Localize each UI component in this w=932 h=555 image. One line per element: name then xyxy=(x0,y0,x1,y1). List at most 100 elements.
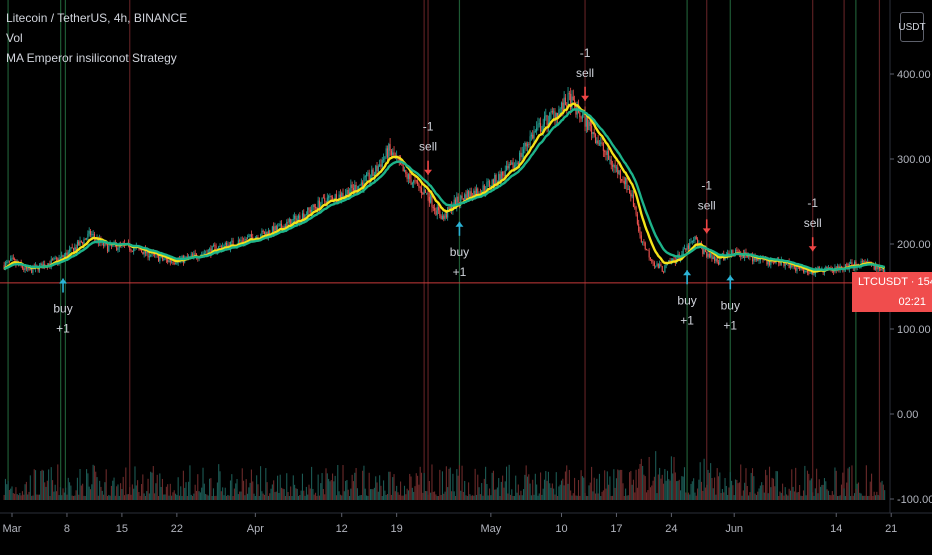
candle-body xyxy=(434,208,436,211)
volume-bar xyxy=(571,495,573,500)
candle-body xyxy=(551,111,553,113)
candle-body xyxy=(770,259,772,265)
volume-bar xyxy=(19,492,21,500)
volume-bar xyxy=(750,472,752,500)
candle-body xyxy=(116,244,118,251)
candle-body xyxy=(635,207,637,215)
volume-bar xyxy=(278,492,280,500)
volume-bar xyxy=(859,492,861,500)
volume-bar xyxy=(698,479,700,500)
candle-body xyxy=(65,252,67,256)
volume-bar xyxy=(687,492,689,500)
candle-body xyxy=(495,174,497,184)
candle-body xyxy=(80,240,82,243)
sell-label: sell xyxy=(698,198,716,212)
legend-strategy[interactable]: MA Emperor insiliconot Strategy xyxy=(6,51,177,65)
volume-bar xyxy=(326,473,328,500)
volume-bar xyxy=(372,489,374,500)
candle-body xyxy=(131,250,133,252)
volume-bar xyxy=(434,491,436,500)
volume-bar xyxy=(156,474,158,500)
volume-bar xyxy=(256,475,258,500)
x-tick-label: 8 xyxy=(64,523,70,535)
volume-bar xyxy=(457,475,459,500)
volume-bar xyxy=(779,491,781,500)
volume-bar xyxy=(91,484,93,500)
volume-bar xyxy=(860,493,862,500)
volume-bar xyxy=(409,473,411,500)
sell-qty: -1 xyxy=(807,196,818,210)
currency-button[interactable]: USDT xyxy=(898,12,926,42)
volume-bar xyxy=(458,465,460,500)
volume-bar xyxy=(509,494,512,500)
volume-bar xyxy=(366,495,368,500)
volume-bar xyxy=(652,480,654,500)
legend-symbol[interactable]: Litecoin / TetherUS, 4h, BINANCE xyxy=(6,11,188,25)
candle-body xyxy=(154,253,156,255)
volume-bar xyxy=(155,483,157,500)
volume-bar xyxy=(316,495,318,500)
candle-body xyxy=(176,263,178,264)
volume-bar xyxy=(711,477,713,500)
volume-bar xyxy=(193,493,195,500)
candle-body xyxy=(805,270,807,272)
volume-bar xyxy=(609,476,611,500)
candle-body xyxy=(574,100,576,106)
volume-bar xyxy=(746,485,748,500)
candle-body xyxy=(420,187,423,194)
volume-bar xyxy=(614,487,616,500)
candle-body xyxy=(428,196,430,203)
volume-bar xyxy=(541,494,543,500)
volume-bar xyxy=(296,488,298,500)
candle-body xyxy=(528,144,530,145)
candle-body xyxy=(405,169,407,174)
volume-bar xyxy=(345,480,347,500)
volume-bar xyxy=(867,495,869,500)
volume-bar xyxy=(80,485,82,500)
candle-body xyxy=(439,210,441,216)
volume-bar xyxy=(847,468,849,500)
candle-body xyxy=(288,219,290,223)
candle-body xyxy=(76,241,78,250)
volume-bar xyxy=(147,478,149,500)
candle-body xyxy=(431,195,433,208)
volume-bar xyxy=(724,478,726,500)
candle-body xyxy=(437,207,440,211)
volume-bar xyxy=(188,481,190,500)
volume-bar xyxy=(224,487,226,500)
candle-body xyxy=(240,240,242,242)
volume-bar xyxy=(205,493,207,500)
volume-bar xyxy=(52,480,54,500)
volume-bar xyxy=(3,494,5,500)
candle-body xyxy=(70,247,72,250)
candle-body xyxy=(287,221,289,223)
volume-bar xyxy=(579,495,581,500)
x-axis: Mar 8 15 22 Apr 12 19 May 10 17 24 Jun 14 21 xyxy=(0,512,932,535)
candle-body xyxy=(359,184,361,186)
volume-bar xyxy=(723,492,725,500)
volume-bar xyxy=(362,470,364,500)
volume-bar xyxy=(558,486,560,500)
volume-bar xyxy=(236,478,238,500)
volume-bar xyxy=(504,481,506,500)
legend-volume[interactable]: Vol xyxy=(6,31,23,45)
candle-body xyxy=(621,179,623,181)
candle-body xyxy=(75,247,77,250)
candle-body xyxy=(482,185,484,192)
volume-bar xyxy=(880,482,882,500)
candle-body xyxy=(337,201,339,203)
volume-bar xyxy=(878,495,880,500)
volume-bar xyxy=(734,479,737,500)
volume-bar xyxy=(167,484,169,500)
candle-body xyxy=(877,266,879,270)
volume-bar xyxy=(816,468,818,500)
volume-bar xyxy=(882,484,884,500)
candle-body xyxy=(601,142,603,144)
volume-bar xyxy=(4,478,7,500)
volume-bar xyxy=(670,456,672,500)
price-tag-separator: · xyxy=(910,276,915,288)
candle-body xyxy=(513,165,515,170)
volume-bar xyxy=(755,495,757,500)
